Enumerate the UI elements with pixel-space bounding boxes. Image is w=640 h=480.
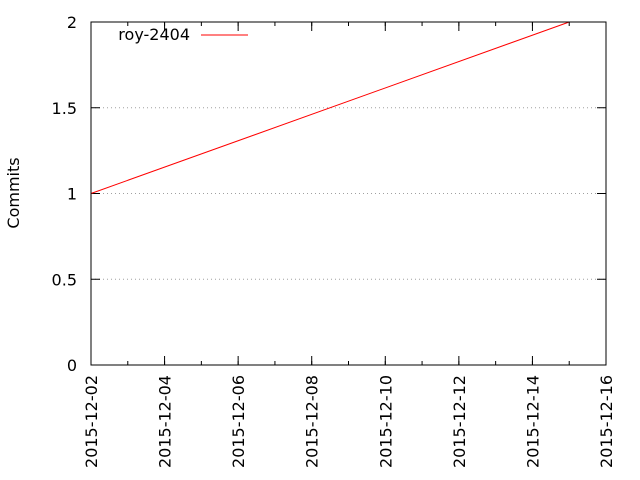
series-lines: [90, 21, 570, 194]
x-tick-label: 2015-12-12: [450, 375, 469, 468]
grid-lines: [91, 107, 606, 280]
legend: roy-2404: [118, 25, 248, 44]
y-tick-label: 2: [67, 13, 77, 32]
y-tick-label: 0: [67, 356, 77, 375]
y-axis-label: Commits: [4, 157, 23, 228]
x-tick-label: 2015-12-10: [376, 375, 395, 468]
y-tick-label: 1.5: [52, 99, 77, 118]
x-tick-label: 2015-12-02: [82, 375, 101, 468]
x-tick-label: 2015-12-16: [597, 375, 616, 468]
plot-frame: [90, 21, 607, 366]
x-tick-label: 2015-12-04: [156, 375, 175, 468]
x-tick-label: 2015-12-08: [303, 375, 322, 468]
axis-ticks: 0 0.5 1 1.5 2 2015-12-02 2015-12-04 2015-12-06 2…: [52, 13, 616, 468]
x-tick-label: 2015-12-06: [229, 375, 248, 468]
legend-label: roy-2404: [118, 25, 190, 44]
y-tick-label: 1: [67, 185, 77, 204]
series-line: [90, 21, 570, 194]
y-axis-title: Commits: [4, 157, 23, 228]
x-tick-label: 2015-12-14: [523, 375, 542, 468]
y-tick-label: 0.5: [52, 270, 77, 289]
